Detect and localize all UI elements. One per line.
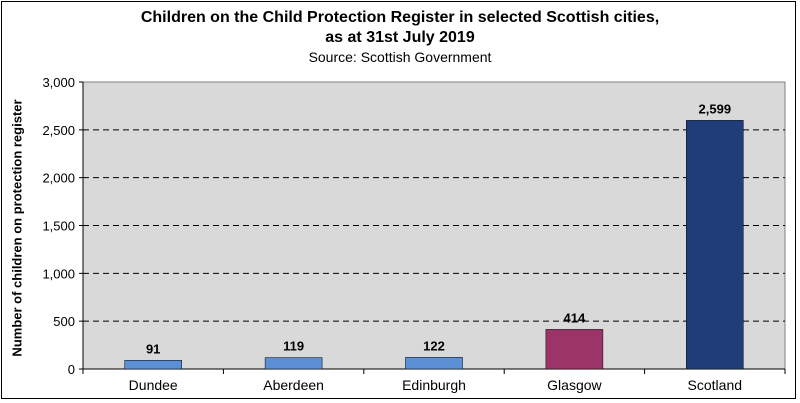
data-label: 119 [283,339,304,354]
chart-title-line2: as at 31st July 2019 [325,29,475,46]
x-tick-label: Glasgow [547,377,602,393]
y-tick-label: 2,000 [42,171,75,186]
y-tick-label: 3,000 [42,75,75,90]
bar-dundee [124,360,182,370]
bar-scotland [686,120,744,370]
y-tick-label: 1,500 [42,219,75,234]
x-tick-label: Edinburgh [402,377,466,393]
bar-aberdeen [264,357,323,370]
y-tick-label: 1,000 [42,266,75,281]
data-label: 414 [564,310,586,325]
chart-subtitle: Source: Scottish Government [308,49,492,65]
x-tick-label: Aberdeen [263,377,324,393]
chart-title-line1: Children on the Child Protection Registe… [140,9,660,26]
y-tick-label: 500 [53,314,75,329]
y-tick-label: 2,500 [42,123,75,138]
x-tick-label: Dundee [129,377,178,393]
x-tick-label: Scotland [688,377,742,393]
data-label: 91 [146,341,160,356]
data-label: 122 [423,338,445,353]
y-tick-label: 0 [68,362,75,377]
data-label: 2,599 [699,101,732,116]
bar-glasgow [545,329,604,370]
bar-edinburgh [405,357,463,370]
